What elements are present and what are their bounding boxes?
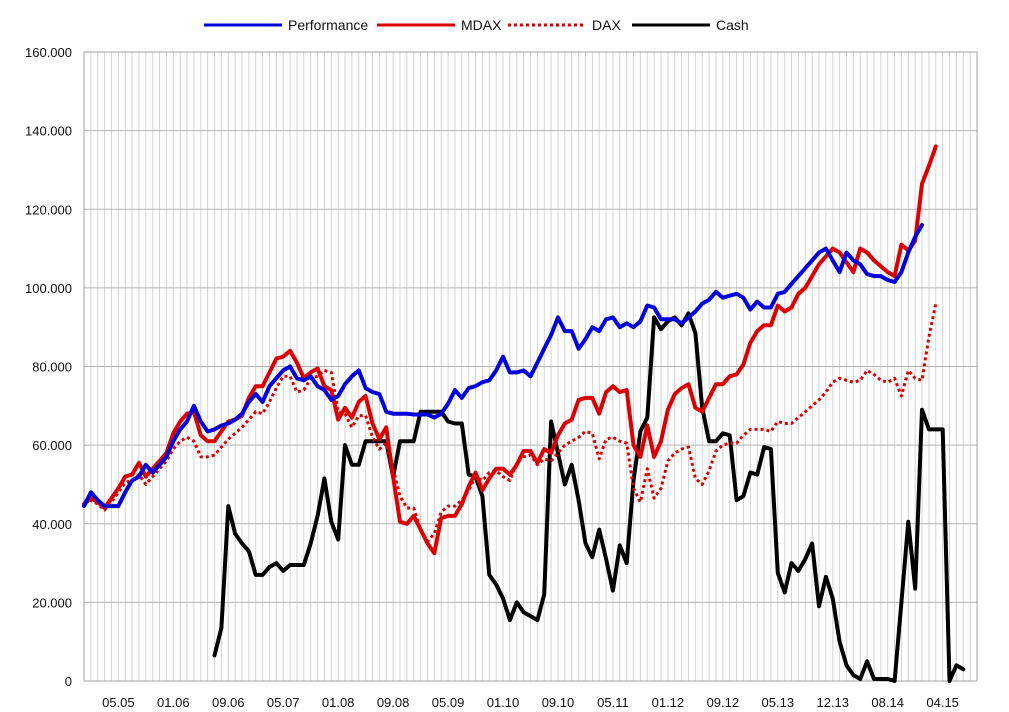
x-tick-label: 05.09	[432, 695, 465, 710]
x-tick-label: 01.08	[322, 695, 355, 710]
legend-label-performance: Performance	[288, 17, 368, 33]
y-axis: 0 20.000 40.000 60.000 80.000 100.000 120.000 1…	[25, 45, 72, 689]
x-tick-label: 01.10	[487, 695, 520, 710]
y-tick-label: 60.000	[32, 438, 72, 453]
y-tick-label: 0	[65, 674, 72, 689]
y-tick-label: 20.000	[32, 595, 72, 610]
x-tick-label: 05.07	[267, 695, 300, 710]
x-axis: 05.05 01.06 09.06 05.07 01.08 09.08 05.09 01.10…	[102, 695, 959, 710]
y-tick-label: 40.000	[32, 517, 72, 532]
x-tick-label: 12.13	[816, 695, 849, 710]
legend-label-mdax: MDAX	[461, 17, 502, 33]
x-tick-label: 04.15	[926, 695, 959, 710]
x-tick-label: 09.06	[212, 695, 245, 710]
series-line-dax	[83, 303, 938, 543]
legend: Performance MDAX DAX Cash	[204, 17, 749, 33]
x-tick-label: 09.10	[542, 695, 575, 710]
y-tick-label: 80.000	[32, 360, 72, 375]
y-tick-label: 160.000	[25, 45, 72, 60]
plot-area-frame	[83, 51, 978, 682]
x-tick-label: 09.08	[377, 695, 410, 710]
series-layer	[82, 144, 966, 683]
y-tick-label: 140.000	[25, 124, 72, 139]
legend-label-cash: Cash	[716, 17, 749, 33]
x-tick-label: 08.14	[871, 695, 904, 710]
y-tick-label: 100.000	[25, 281, 72, 296]
x-tick-label: 05.13	[762, 695, 795, 710]
x-tick-label: 01.06	[157, 695, 190, 710]
legend-label-dax: DAX	[592, 17, 621, 33]
x-tick-label: 05.11	[597, 695, 629, 710]
series-line-cash	[212, 311, 966, 683]
y-tick-label: 120.000	[25, 202, 72, 217]
x-tick-label: 05.05	[102, 695, 135, 710]
x-tick-label: 09.12	[707, 695, 740, 710]
series-line-performance	[82, 223, 924, 509]
x-tick-label: 01.12	[652, 695, 685, 710]
